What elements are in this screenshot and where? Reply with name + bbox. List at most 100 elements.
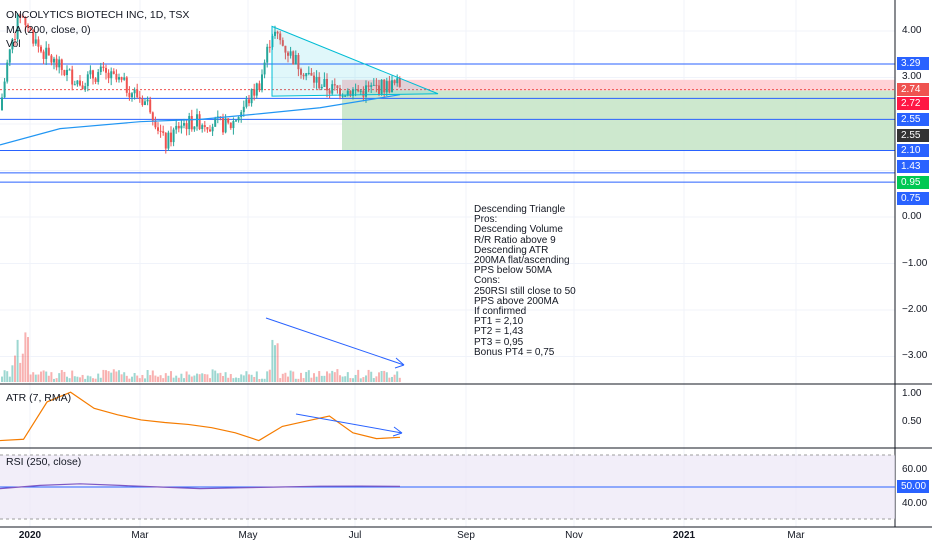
volume-bar: [315, 376, 318, 382]
price-axis-label: −1.00: [902, 258, 928, 269]
volume-bar: [344, 376, 347, 382]
price-candle: [63, 69, 66, 76]
price-candle: [320, 86, 323, 89]
price-candle: [76, 80, 79, 85]
volume-bar: [190, 376, 193, 382]
price-candle: [307, 72, 310, 74]
volume-bar: [268, 369, 271, 382]
price-candle: [144, 101, 146, 105]
volume-bar: [281, 373, 284, 382]
price-candle: [229, 122, 232, 129]
volume-bar: [385, 372, 388, 382]
price-axis-label: −3.00: [902, 350, 928, 361]
price-candle: [128, 92, 131, 98]
price-candle: [154, 120, 157, 128]
price-candle: [370, 85, 373, 87]
price-candle: [32, 29, 35, 44]
volume-bar: [27, 337, 29, 382]
volume-bar: [370, 371, 373, 382]
volume-bar: [99, 377, 102, 382]
volume-bar: [50, 372, 53, 382]
note-line: If confirmed: [474, 306, 527, 318]
price-candle: [53, 58, 55, 63]
volume-bar: [133, 373, 136, 382]
volume-bar: [32, 372, 35, 382]
price-tag: 0.75: [897, 192, 929, 205]
price-tag: 2.72: [897, 97, 929, 110]
price-candle: [190, 116, 193, 130]
price-candle: [112, 71, 115, 74]
x-axis-label: Mar: [787, 530, 805, 541]
volume-bar: [224, 372, 227, 382]
price-candle: [193, 126, 196, 130]
price-candle: [245, 99, 248, 107]
note-line: 200MA flat/ascending: [474, 255, 570, 267]
volume-bar: [232, 378, 235, 382]
volume-bar: [86, 375, 89, 382]
volume-bar: [53, 378, 55, 382]
price-candle: [281, 40, 284, 46]
volume-bar: [84, 378, 87, 382]
price-candle: [318, 76, 321, 89]
volume-bar: [391, 376, 393, 382]
price-candle: [227, 118, 230, 123]
volume-bar: [318, 371, 321, 382]
volume-bar: [365, 375, 367, 382]
price-candle: [214, 117, 217, 127]
price-candle: [287, 52, 289, 56]
price-candle: [105, 67, 107, 73]
price-candle: [60, 59, 63, 70]
price-candle: [375, 84, 378, 86]
volume-bar: [159, 375, 162, 382]
price-candle: [255, 83, 258, 96]
volume-bar: [261, 378, 263, 382]
volume-bar: [396, 371, 399, 382]
volume-bar: [245, 371, 248, 382]
volume-bar: [307, 370, 310, 382]
price-candle: [120, 77, 123, 80]
volume-bar: [266, 371, 269, 382]
ma-legend: MA (200, close, 0): [6, 24, 91, 36]
price-candle: [203, 125, 206, 128]
price-candle: [292, 51, 295, 65]
volume-bar: [349, 378, 352, 382]
price-candle: [164, 132, 167, 149]
volume-bar: [336, 369, 339, 382]
price-candle: [378, 85, 380, 95]
price-candle: [362, 90, 365, 97]
volume-bar: [151, 370, 154, 382]
volume-bar: [102, 369, 105, 382]
price-candle: [354, 89, 357, 91]
price-candle: [235, 120, 237, 122]
rsi-pane-title: RSI (250, close): [6, 456, 82, 468]
price-candle: [66, 69, 68, 76]
price-candle: [81, 85, 84, 90]
volume-bar: [63, 371, 66, 382]
price-candle: [131, 93, 133, 98]
note-line: Bonus PT4 = 0,75: [474, 346, 555, 358]
atr-pane-title: ATR (7, RMA): [6, 392, 72, 404]
volume-bar: [34, 374, 37, 382]
price-candle: [102, 66, 105, 68]
volume-bar: [323, 375, 326, 382]
price-axis-label: 4.00: [902, 25, 922, 36]
price-candle: [24, 16, 27, 25]
volume-bar: [183, 378, 185, 382]
price-candle: [344, 95, 347, 97]
volume-bar: [211, 369, 214, 382]
price-candle: [279, 33, 282, 41]
price-candle: [151, 112, 154, 121]
volume-bar: [81, 374, 84, 382]
x-axis-label: 2020: [18, 530, 42, 541]
x-axis-label: Mar: [131, 530, 149, 541]
price-tag: 2.55: [897, 113, 929, 126]
volume-bar: [40, 371, 42, 382]
volume-legend: Vol: [6, 38, 21, 50]
price-candle: [266, 46, 269, 63]
volume-bar: [229, 374, 232, 382]
price-candle: [11, 39, 14, 50]
price-candle: [310, 72, 313, 76]
atr-trend-arrow: [295, 413, 403, 434]
price-candle: [367, 85, 370, 87]
